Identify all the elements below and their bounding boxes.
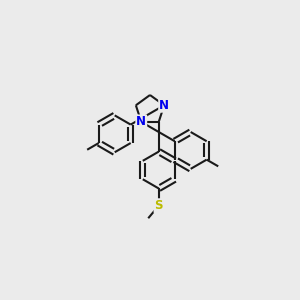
Text: S: S bbox=[154, 199, 163, 212]
Text: N: N bbox=[159, 99, 169, 112]
Text: N: N bbox=[136, 116, 146, 128]
